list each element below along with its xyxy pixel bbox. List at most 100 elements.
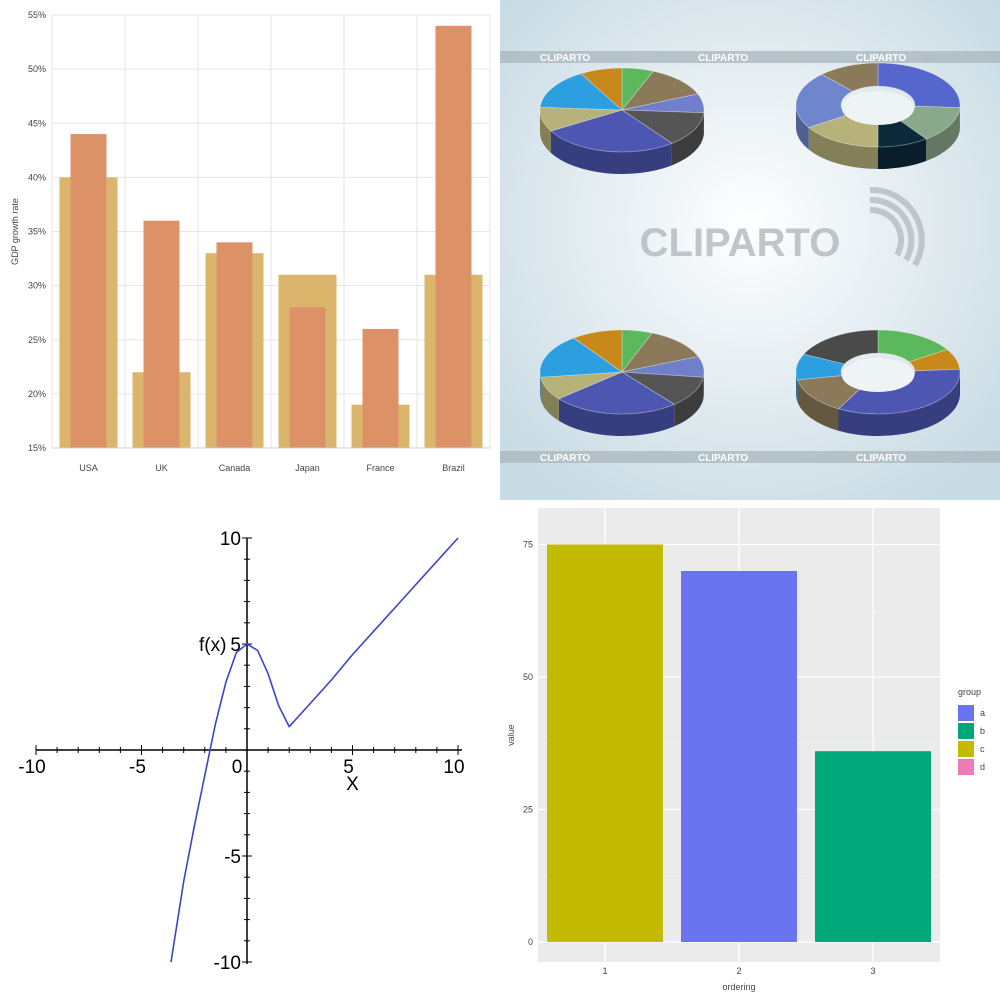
donut-hole (841, 90, 915, 126)
pie-slice (621, 67, 655, 112)
x-tick-label: 3 (870, 966, 875, 976)
y-tick-label: 40% (28, 172, 46, 182)
y-tick-label: 50% (28, 64, 46, 74)
pie-side-wall (808, 127, 878, 169)
bar (547, 544, 663, 942)
donut-hole (841, 357, 915, 393)
legend-title: group (958, 687, 981, 697)
watermark-strip (500, 51, 1000, 63)
pie-slice (621, 329, 653, 374)
pie-slice (580, 67, 623, 111)
watermark-strip-label: CLIPARTO (698, 453, 748, 464)
watermark-strip-label: CLIPARTO (856, 53, 906, 64)
x-tick-label: -5 (129, 757, 146, 778)
y-tick-label: 30% (28, 281, 46, 291)
watermark-arc (869, 196, 915, 262)
y-tick-label: 35% (28, 227, 46, 237)
pie-charts-panel: CLIPARTO CLIPARTO CLIPARTO CLIPARTO CLIPARTO… (500, 0, 1000, 500)
pie-slice (572, 329, 623, 373)
pie-slice (540, 371, 623, 400)
x-tick-label: France (366, 463, 394, 473)
x-axis-label: X (346, 774, 359, 795)
x-tick-label: UK (155, 463, 168, 473)
legend-label: d (980, 762, 985, 772)
pie-side-wall (878, 138, 927, 169)
pie-charts-svg: CLIPARTO CLIPARTO CLIPARTO CLIPARTO CLIPARTO… (500, 0, 1000, 500)
x-tick-label: 1 (602, 966, 607, 976)
x-tick-label: 2 (736, 966, 741, 976)
x-tick-label: Canada (219, 463, 251, 473)
watermark-strip-label: CLIPARTO (698, 53, 748, 64)
pie-slice (539, 106, 623, 132)
pie-slice (803, 329, 879, 365)
pie-slice (795, 353, 846, 381)
function-curve (170, 537, 459, 963)
pie-side-wall (838, 372, 960, 436)
y-tick-label: 15% (28, 443, 46, 453)
legend-swatch (958, 723, 974, 739)
legend-label: c (980, 744, 985, 754)
function-plot-svg: -10 -5 0 5 10 10 5 -5 -10 f(x) X (18, 529, 464, 974)
pie-slice (557, 371, 676, 415)
watermark-logo: CLIPARTO (640, 221, 841, 265)
watermark-strip (500, 451, 1000, 463)
x-axis-label: ordering (722, 982, 755, 992)
pie-slice (539, 337, 624, 378)
pie-slice (621, 371, 704, 405)
y-tick-label: 0 (528, 937, 533, 947)
pie-slice (621, 93, 705, 114)
x-tick-label: 10 (443, 757, 464, 778)
x-tick-label: Japan (295, 463, 320, 473)
bar-narrow (70, 134, 107, 448)
bar-narrow (289, 307, 326, 448)
y-tick-label: 5 (230, 635, 241, 656)
legend-label: a (980, 708, 985, 718)
bar (681, 571, 797, 942)
y-axis-label: f(x) (199, 635, 226, 656)
pie-slice (550, 109, 673, 153)
y-tick-label: 75 (523, 540, 533, 550)
pie-side-wall (540, 377, 559, 421)
pie-side-wall (671, 112, 704, 166)
x-tick-label: 5 (343, 757, 354, 778)
watermark-arc (869, 206, 904, 257)
pie-slice (620, 109, 705, 144)
pie-side-wall (540, 372, 541, 400)
x-tick-label: 0 (232, 757, 243, 778)
watermark-strip-label: CLIPARTO (540, 453, 590, 464)
bar-narrow (435, 25, 472, 448)
watermark-strip-label: CLIPARTO (856, 453, 906, 464)
pie-slice (795, 73, 854, 128)
y-axis-label: value (506, 724, 516, 746)
watermark-arc (869, 186, 925, 267)
pie-slice (620, 70, 699, 111)
pie-side-wall (674, 377, 704, 427)
pie-side-wall (558, 398, 675, 436)
pie-slice (877, 329, 949, 363)
pie-side-wall (703, 372, 704, 400)
legend-swatch (958, 759, 974, 775)
pie-side-wall (550, 131, 672, 174)
y-tick-label: 10 (220, 529, 241, 550)
pie-slice (820, 62, 879, 92)
x-tick-label: -10 (18, 757, 45, 778)
legend-label: b (980, 726, 985, 736)
y-tick-label: 50 (523, 672, 533, 682)
gdp-bar-chart: USA UK Canada Japan France Brazil 15% 20% 25% 30%… (0, 0, 500, 500)
y-tick-label: -10 (214, 953, 241, 974)
gdp-bar-chart-svg: USA UK Canada Japan France Brazil 15% 20% 25% 30%… (10, 10, 491, 473)
x-tick-label: USA (79, 463, 98, 473)
ordering-bar-chart: 0 25 50 75 1 2 3 ordering value group a b c d (500, 500, 1000, 1000)
y-tick-label: 25 (523, 805, 533, 815)
pie-side-wall (796, 372, 798, 402)
pie-side-wall (797, 379, 839, 431)
bar-narrow (362, 328, 399, 448)
pie-side-wall (926, 107, 960, 161)
y-tick-label: -5 (224, 847, 241, 868)
pie-slice (621, 332, 699, 373)
pie-side-wall (796, 105, 809, 150)
legend-swatch (958, 741, 974, 757)
watermark-strip-label: CLIPARTO (540, 53, 590, 64)
pie-slice (621, 356, 705, 378)
